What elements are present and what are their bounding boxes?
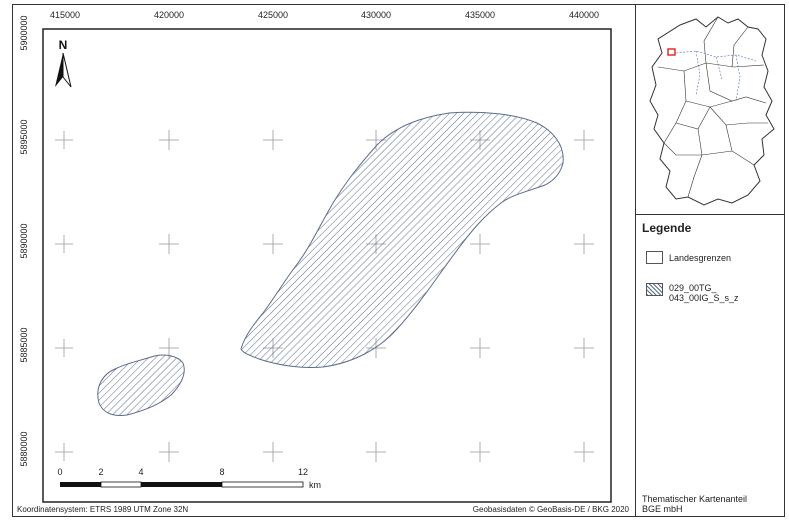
area-of-interest-marker [667, 48, 676, 56]
main-map-panel: 415000 420000 425000 430000 435000 44000… [13, 5, 636, 516]
salt-structure-polygon-small [97, 354, 185, 416]
legend-swatch-hatched [646, 283, 663, 296]
scale-label: 4 [138, 467, 143, 477]
x-tick-label: 430000 [361, 10, 391, 20]
basemap-credit: Geobasisdaten © GeoBasis-DE / BKG 2020 [472, 505, 629, 514]
rivers [675, 50, 757, 102]
y-tick-label: 5880000 [19, 431, 29, 466]
salt-structure-polygon-large [240, 111, 564, 368]
scale-bar: 0 2 4 8 12 km [57, 467, 321, 490]
x-tick-label: 440000 [569, 10, 599, 20]
x-tick-labels: 415000 420000 425000 430000 435000 44000… [50, 10, 599, 20]
y-tick-label: 5895000 [19, 119, 29, 154]
x-tick-label: 425000 [258, 10, 288, 20]
scale-label: 8 [219, 467, 224, 477]
y-tick-label: 5890000 [19, 223, 29, 258]
overview-map [636, 5, 784, 215]
crs-note: Koordinatensystem: ETRS 1989 UTM Zone 32… [17, 505, 189, 514]
legend-label: 029_00TG_ 043_00IG_S_s_z [669, 283, 739, 303]
side-panel: Legende Landesgrenzen 029_00TG_ 043_00IG… [636, 5, 784, 516]
y-tick-label: 5885000 [19, 327, 29, 362]
germany-overview-svg [649, 16, 775, 206]
legend-item-landesgrenzen: Landesgrenzen [646, 251, 731, 264]
state-borders [657, 16, 768, 198]
credit-line-2: BGE mbH [642, 504, 683, 514]
y-tick-label: 5900000 [19, 15, 29, 50]
thematic-credit: Thematischer Kartenanteil BGE mbH [642, 494, 747, 514]
scale-unit: km [309, 480, 321, 490]
x-tick-label: 415000 [50, 10, 80, 20]
x-tick-label: 420000 [154, 10, 184, 20]
north-label: N [59, 38, 68, 52]
scale-label: 12 [298, 467, 308, 477]
legend-swatch-outline [646, 251, 663, 264]
germany-outline [649, 16, 775, 206]
legend-title: Legende [642, 221, 692, 235]
legend-item-salt-structure: 029_00TG_ 043_00IG_S_s_z [646, 283, 749, 303]
scale-label: 2 [98, 467, 103, 477]
x-tick-label: 435000 [465, 10, 495, 20]
legend: Legende Landesgrenzen 029_00TG_ 043_00IG… [636, 215, 784, 516]
north-arrow-icon: N [55, 38, 72, 88]
credit-line-1: Thematischer Kartenanteil [642, 494, 748, 504]
map-frame: 415000 420000 425000 430000 435000 44000… [12, 4, 785, 517]
scale-label: 0 [57, 467, 62, 477]
y-tick-labels: 5900000 5895000 5890000 5885000 5880000 [19, 15, 29, 466]
legend-label: Landesgrenzen [669, 253, 732, 263]
main-map-svg: 415000 420000 425000 430000 435000 44000… [19, 10, 612, 503]
